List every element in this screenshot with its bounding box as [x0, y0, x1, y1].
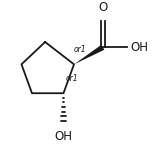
Text: OH: OH — [55, 130, 73, 143]
Text: or1: or1 — [66, 74, 79, 83]
Text: or1: or1 — [74, 45, 87, 54]
Text: O: O — [98, 1, 107, 14]
Text: OH: OH — [130, 41, 148, 54]
Polygon shape — [74, 45, 104, 64]
